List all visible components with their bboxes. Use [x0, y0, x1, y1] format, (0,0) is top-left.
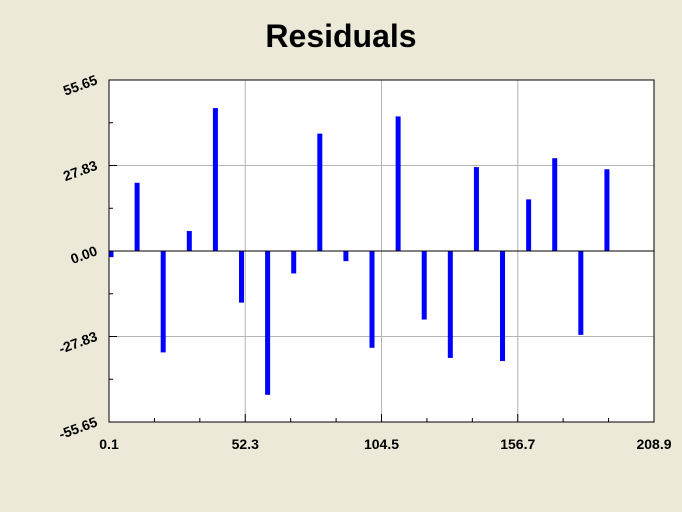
- y-tick-label: 0.00: [68, 242, 99, 266]
- bar: [421, 251, 427, 320]
- y-tick-label: -55.65: [57, 413, 100, 442]
- bar: [447, 251, 453, 358]
- bar: [552, 158, 558, 251]
- x-tick-label: 208.9: [636, 436, 671, 452]
- y-tick-label: 55.65: [61, 71, 100, 98]
- bar: [604, 169, 610, 251]
- bar: [526, 199, 532, 251]
- bar: [473, 167, 479, 251]
- bar: [395, 116, 401, 251]
- bar: [239, 251, 245, 303]
- bar: [500, 251, 506, 362]
- bar: [108, 251, 114, 258]
- y-tick-label: 27.83: [61, 157, 100, 184]
- bar: [369, 251, 375, 348]
- bar: [160, 251, 166, 353]
- x-tick-label: 104.5: [364, 436, 399, 452]
- bar: [317, 133, 323, 251]
- bar: [134, 182, 140, 251]
- x-tick-label: 52.3: [232, 436, 259, 452]
- x-tick-label: 0.1: [99, 436, 119, 452]
- bar: [186, 231, 192, 251]
- chart-title: Residuals: [265, 18, 417, 54]
- bar: [343, 251, 349, 262]
- bar: [212, 108, 218, 251]
- bar: [578, 251, 584, 335]
- x-tick-label: 156.7: [500, 436, 535, 452]
- y-tick-label: -27.83: [57, 328, 100, 357]
- bar: [265, 251, 271, 395]
- bar: [291, 251, 297, 274]
